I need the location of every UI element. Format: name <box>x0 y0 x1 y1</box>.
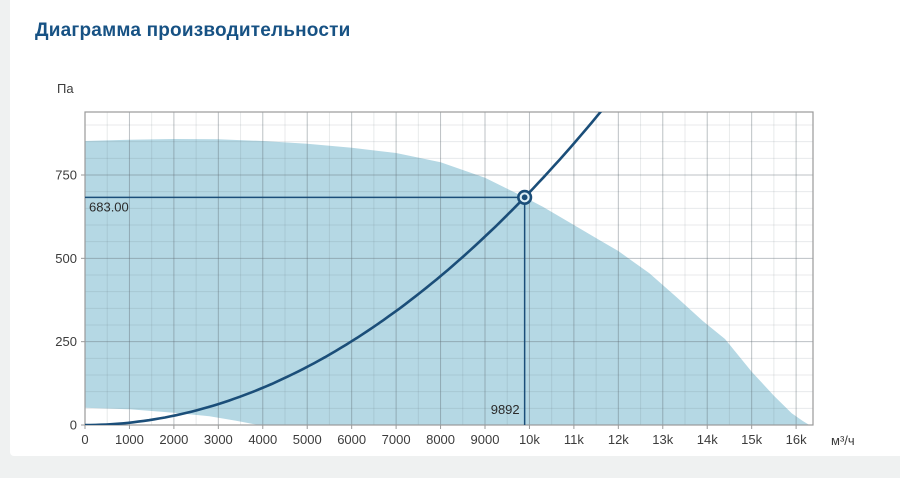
fan-curve <box>85 112 603 425</box>
x-tick-label: 14k <box>697 432 718 447</box>
x-tick-label: 15k <box>741 432 762 447</box>
x-tick-label: 6000 <box>337 432 366 447</box>
y-tick-label: 250 <box>55 334 77 349</box>
x-tick-label: 4000 <box>248 432 277 447</box>
y-tick-label: 0 <box>70 418 77 433</box>
x-axis-unit-label: м³/ч <box>831 433 855 448</box>
operating-point-dot <box>521 194 528 201</box>
x-tick-label: 8000 <box>426 432 455 447</box>
y-axis-unit-label: Па <box>57 81 74 96</box>
y-tick-label: 750 <box>55 168 77 183</box>
x-tick-label: 10k <box>519 432 540 447</box>
operating-point-pressure-label: 683.00 <box>89 199 129 214</box>
x-tick-label: 11k <box>564 432 584 447</box>
x-tick-label: 16k <box>786 432 807 447</box>
x-tick-label: 3000 <box>204 432 233 447</box>
x-tick-label: 2000 <box>159 432 188 447</box>
x-tick-label: 0 <box>81 432 88 447</box>
y-tick-label: 500 <box>55 251 77 266</box>
x-tick-label: 9000 <box>471 432 500 447</box>
operating-point-flow-label: 9892 <box>491 402 520 417</box>
operating-envelope-area <box>85 139 810 425</box>
x-tick-label: 12k <box>608 432 629 447</box>
plot-border <box>84 111 814 426</box>
x-tick-label: 7000 <box>382 432 411 447</box>
page-title: Диаграмма производительности <box>35 20 351 41</box>
x-tick-label: 13k <box>652 432 673 447</box>
gridlines <box>85 112 813 425</box>
x-tick-label: 1000 <box>115 432 144 447</box>
x-tick-label: 5000 <box>293 432 322 447</box>
